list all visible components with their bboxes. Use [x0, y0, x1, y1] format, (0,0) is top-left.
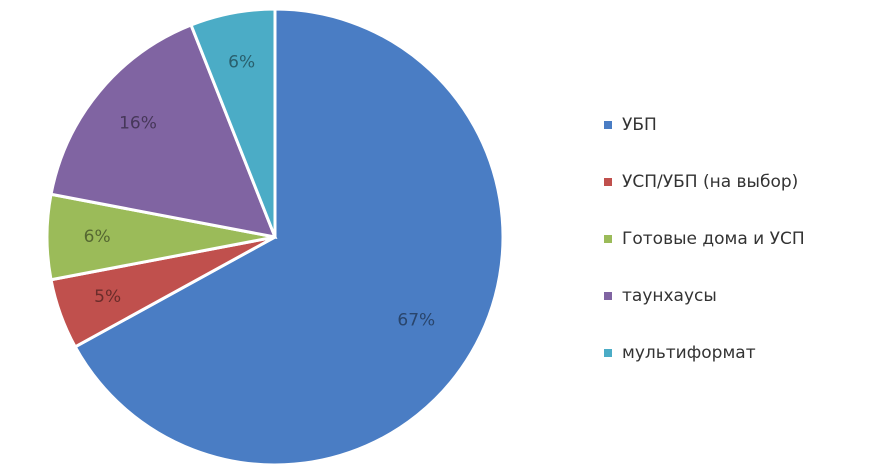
legend-label: мультиформат — [622, 343, 756, 363]
legend-swatch — [604, 235, 612, 243]
data-label: 67% — [397, 311, 435, 331]
data-label: 5% — [94, 287, 121, 307]
legend-label: Готовые дома и УСП — [622, 229, 805, 249]
pie-slice — [49, 23, 278, 239]
legend-swatch — [604, 178, 612, 186]
legend-label: УСП/УБП (на выбор) — [622, 172, 798, 192]
legend-swatch — [604, 349, 612, 357]
legend-swatch — [604, 292, 612, 300]
pie-slice — [73, 7, 505, 466]
legend-label: таунхаусы — [622, 286, 717, 306]
legend-swatch — [604, 121, 612, 129]
data-label: 6% — [228, 52, 255, 72]
data-label: 6% — [84, 227, 111, 247]
pie-slice — [189, 7, 277, 238]
data-label: 16% — [119, 114, 157, 134]
legend-label: УБП — [622, 115, 657, 135]
